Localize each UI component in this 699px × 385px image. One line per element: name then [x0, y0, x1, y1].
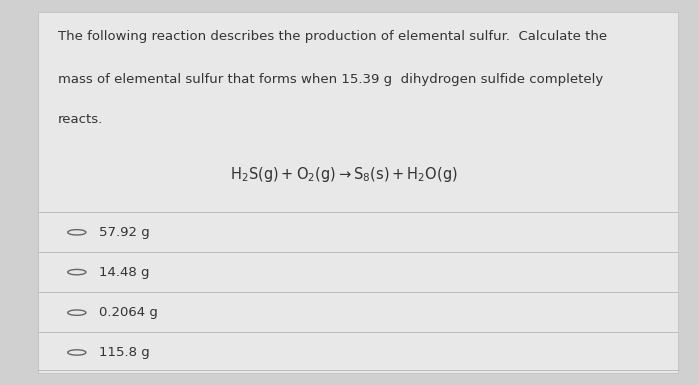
Text: 14.48 g: 14.48 g: [99, 266, 150, 279]
FancyBboxPatch shape: [38, 12, 678, 373]
Text: 115.8 g: 115.8 g: [99, 346, 150, 359]
Text: 0.2064 g: 0.2064 g: [99, 306, 158, 319]
Text: The following reaction describes the production of elemental sulfur.  Calculate : The following reaction describes the pro…: [57, 30, 607, 43]
Text: reacts.: reacts.: [57, 113, 103, 126]
Text: mass of elemental sulfur that forms when 15.39 g  dihydrogen sulfide completely: mass of elemental sulfur that forms when…: [57, 73, 603, 86]
Text: $\mathrm{H_2S(g) + O_2(g) \rightarrow S_8(s) + H_2O(g)}$: $\mathrm{H_2S(g) + O_2(g) \rightarrow S_…: [230, 166, 458, 184]
Text: 57.92 g: 57.92 g: [99, 226, 150, 239]
